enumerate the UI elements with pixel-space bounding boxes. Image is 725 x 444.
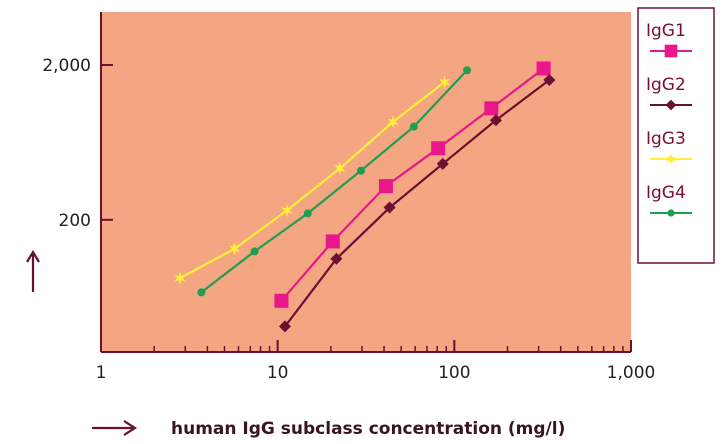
data-point xyxy=(334,161,346,175)
data-point xyxy=(330,252,343,265)
data-point xyxy=(438,75,451,89)
plot-area xyxy=(101,12,631,352)
x-tick-label: 1 xyxy=(96,363,107,383)
data-point xyxy=(278,320,291,333)
x-tick-label: 100 xyxy=(438,363,470,383)
data-point xyxy=(228,242,241,256)
legend-marker xyxy=(667,209,675,217)
axes xyxy=(100,12,631,353)
legend-item-igg2: IgG2 xyxy=(646,75,692,111)
y-axis-arrow xyxy=(26,249,40,292)
x-axis-arrow xyxy=(92,420,138,436)
data-point xyxy=(281,203,293,217)
series-igg1 xyxy=(274,61,551,308)
series-line xyxy=(284,79,550,328)
data-point xyxy=(484,101,499,116)
series-igg2 xyxy=(278,74,556,333)
legend: IgG1 IgG2 IgG3 IgG4 xyxy=(637,7,715,264)
legend-label: IgG4 xyxy=(646,183,686,203)
data-point xyxy=(489,114,502,127)
y-tick-label: 2,000 xyxy=(42,56,91,76)
data-point xyxy=(436,157,449,170)
data-point xyxy=(463,66,472,75)
legend-item-igg1: IgG1 xyxy=(646,21,692,58)
series-igg3 xyxy=(174,75,451,285)
data-point xyxy=(409,122,418,131)
x-tick-label: 10 xyxy=(267,363,289,383)
y-arrow-head xyxy=(26,249,40,263)
data-point xyxy=(536,61,551,76)
x-arrow-head xyxy=(123,420,138,436)
data-point xyxy=(431,141,446,156)
legend-label: IgG3 xyxy=(646,129,686,149)
data-point xyxy=(303,209,312,218)
legend-item-igg3: IgG3 xyxy=(646,129,692,165)
data-point xyxy=(250,247,259,256)
x-axis-label-group: human IgG subclass concentration (mg/l) xyxy=(92,419,565,439)
data-point xyxy=(387,115,399,129)
series-layer xyxy=(174,61,556,333)
legend-item-igg4: IgG4 xyxy=(646,183,692,217)
data-point xyxy=(325,234,340,249)
y-tick-label: 200 xyxy=(59,211,91,231)
legend-marker xyxy=(665,99,677,111)
legend-marker xyxy=(665,153,677,165)
data-point xyxy=(543,74,556,87)
tick-labels: 1 10 100 1,000 200 2,000 xyxy=(42,56,655,383)
legend-marker xyxy=(664,44,678,58)
x-axis-label: human IgG subclass concentration (mg/l) xyxy=(171,419,565,439)
data-point xyxy=(197,288,206,297)
series-igg4 xyxy=(197,66,472,297)
legend-label: IgG1 xyxy=(646,21,686,41)
series-line xyxy=(200,69,468,294)
data-point xyxy=(274,293,289,308)
series-line xyxy=(179,81,446,280)
legend-label: IgG2 xyxy=(646,75,686,95)
data-point xyxy=(174,271,186,285)
data-point xyxy=(378,179,393,194)
data-point xyxy=(356,166,365,175)
x-tick-label: 1,000 xyxy=(607,363,656,383)
data-point xyxy=(383,201,396,214)
series-line xyxy=(280,67,545,302)
